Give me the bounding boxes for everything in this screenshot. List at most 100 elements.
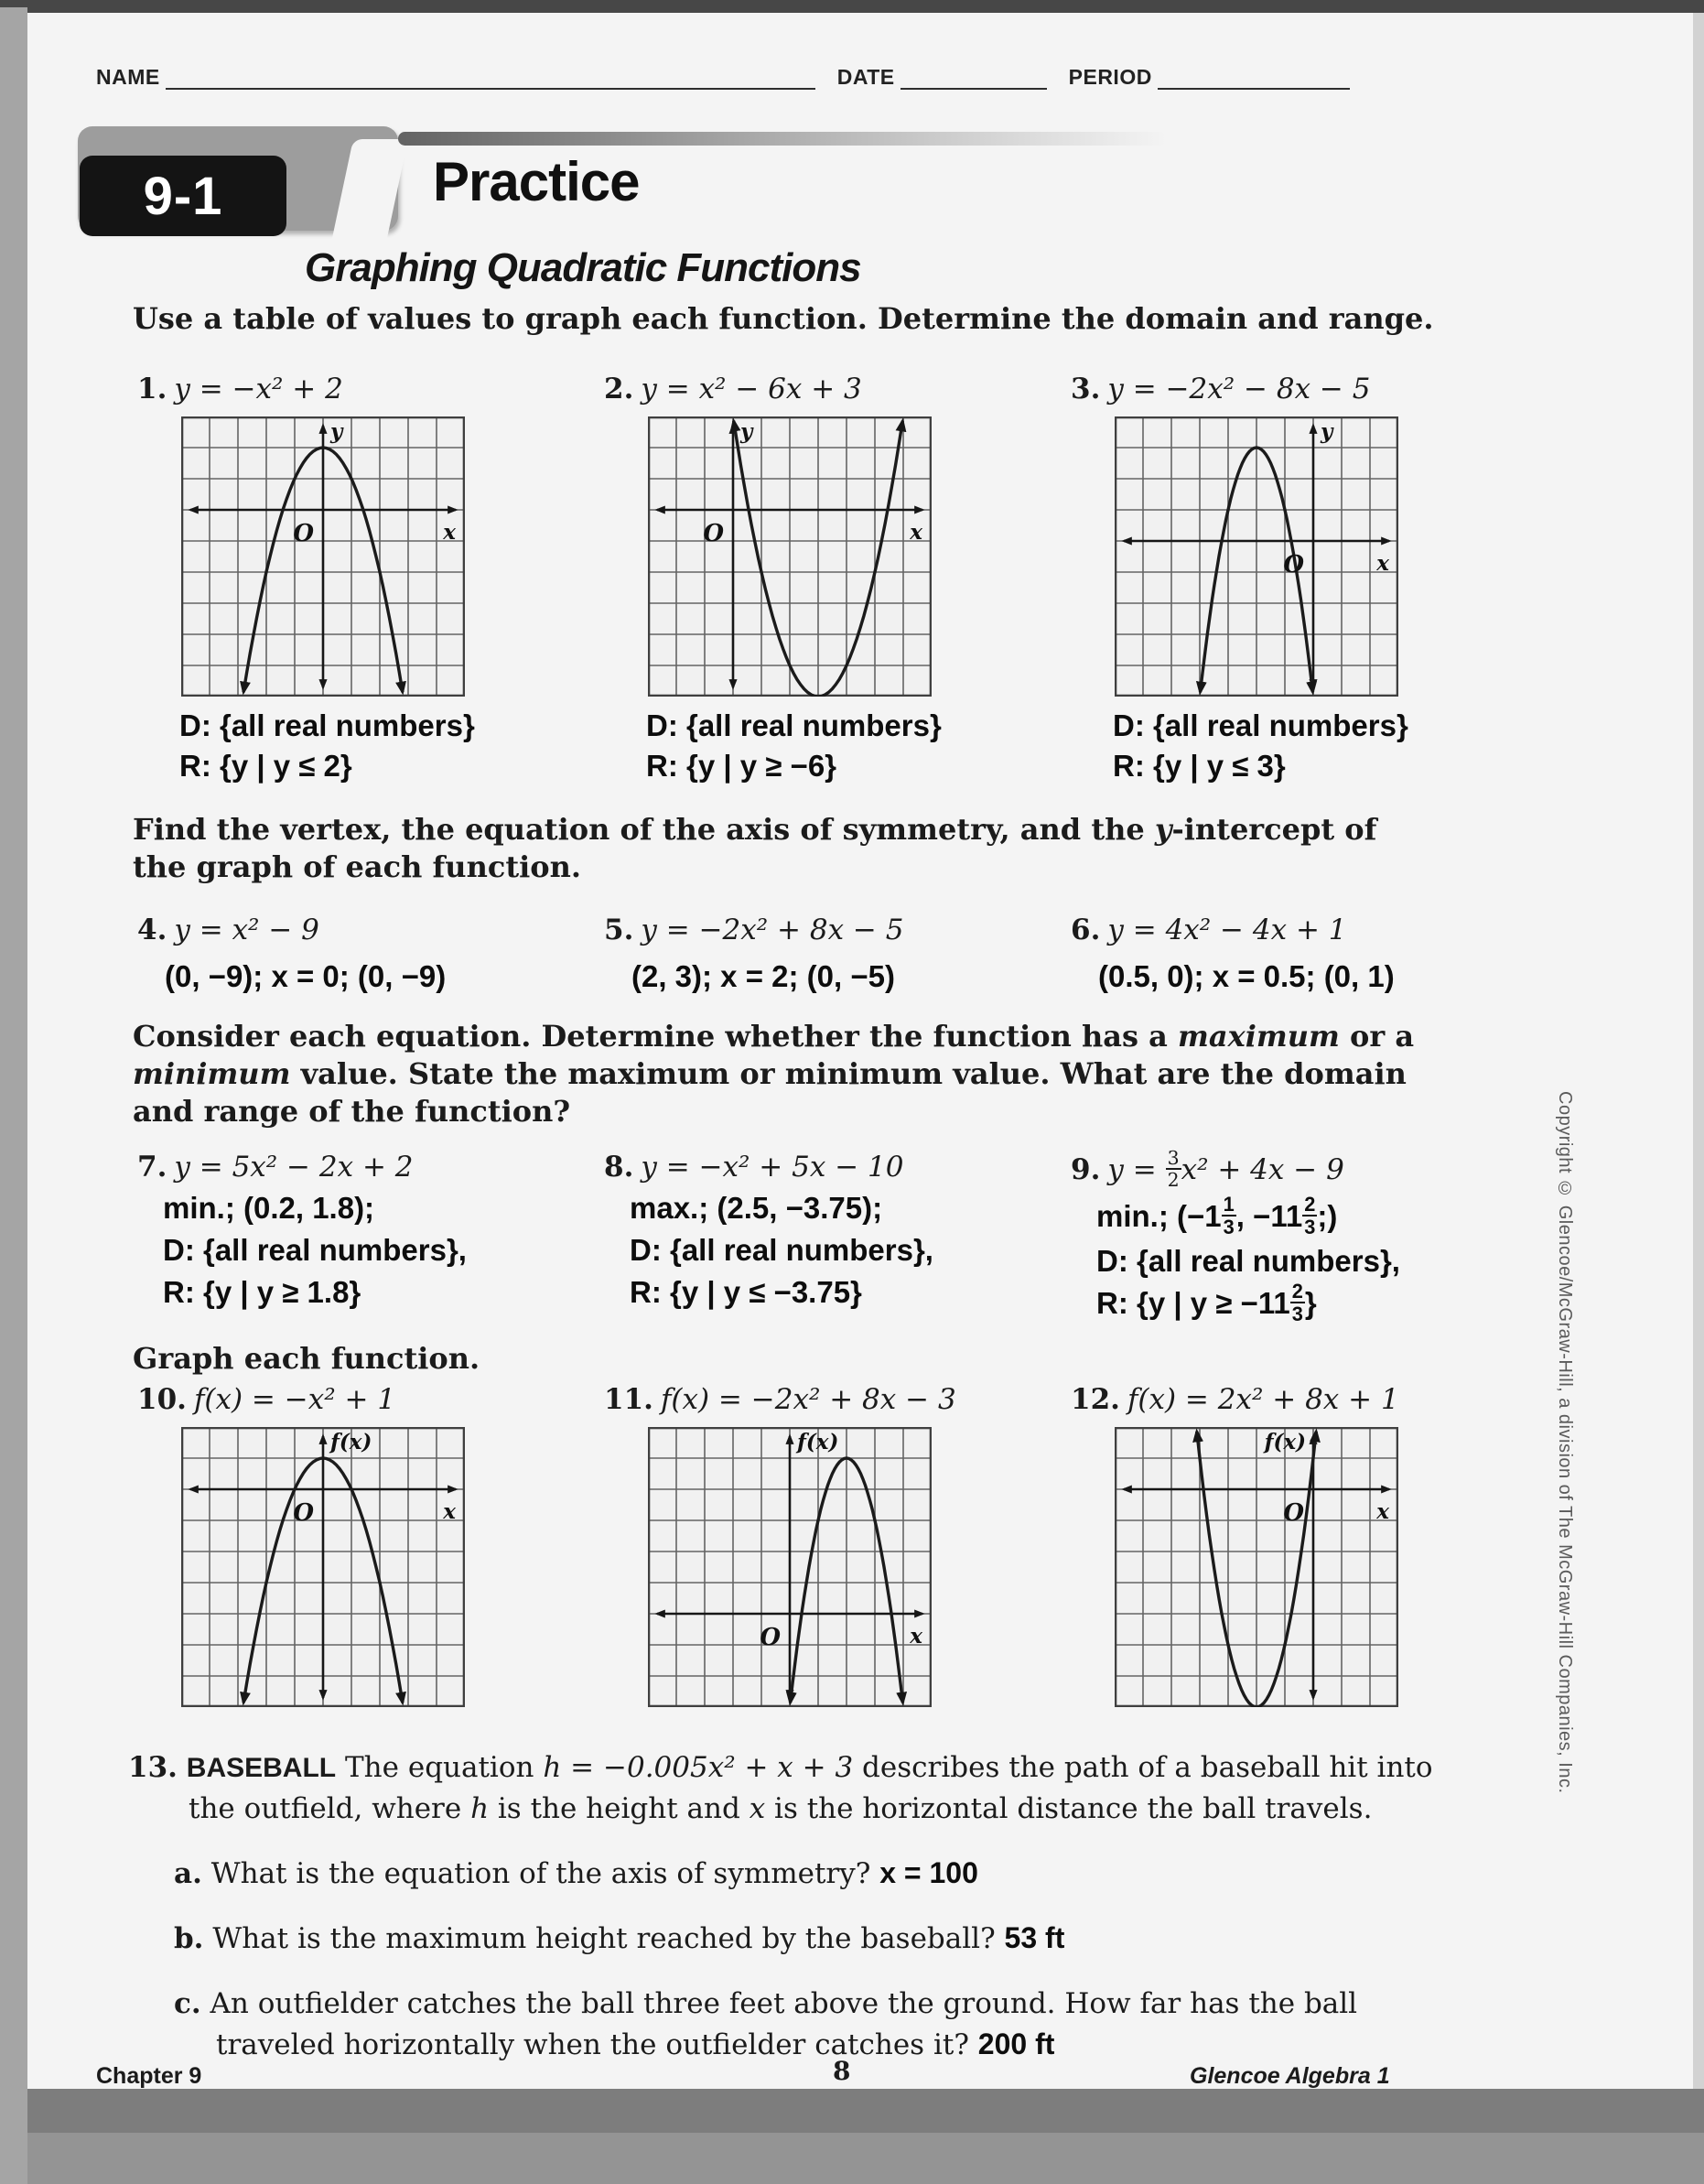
domain-answer: D: {all real numbers} — [179, 708, 475, 742]
variable-h: h — [470, 1791, 490, 1825]
graph-problem-10-wrap: f(x) x O — [181, 1427, 604, 1708]
graph-problem-1: y x O — [181, 416, 465, 697]
problem-number: 7. — [137, 1150, 167, 1184]
instruction-text: Consider each equation. Determine whethe… — [133, 1018, 1179, 1054]
scan-left-edge — [0, 7, 27, 2184]
problem-number: 11. — [604, 1383, 653, 1417]
equation-text: y = −x² + 2 — [174, 372, 343, 405]
lesson-subtitle: Graphing Quadratic Functions — [305, 245, 862, 290]
svg-text:f(x): f(x) — [329, 1430, 372, 1454]
equation-text: y = −x² + 5x − 10 — [641, 1150, 904, 1184]
period-label: PERIOD — [1068, 65, 1152, 89]
equation-text: y = — [1107, 1152, 1166, 1186]
instruction-italic-y: y — [1154, 812, 1172, 848]
svg-text:f(x): f(x) — [1263, 1430, 1306, 1454]
scan-top-edge — [0, 0, 1704, 13]
answer-13a: x = 100 — [879, 1855, 978, 1889]
problem-4-answer: (0, −9); x = 0; (0, −9) — [165, 958, 447, 993]
problem-2-answer: D: {all real numbers} R: {y | y ≥ −6} — [646, 706, 1071, 785]
svg-text:O: O — [1283, 551, 1304, 578]
range-answer: R: {y | y ≥ 1.8} — [163, 1275, 361, 1310]
date-blank-line — [900, 64, 1047, 90]
problem-number: 10. — [137, 1383, 187, 1417]
svg-text:x: x — [442, 1499, 456, 1524]
lesson-badge-row: 9-1 Practice — [78, 110, 1533, 251]
copyright-sidebar: Copyright © Glencoe/McGraw-Hill, a divis… — [1555, 1091, 1575, 1794]
range-answer: R: {y | y ≥ −6} — [646, 748, 837, 783]
problem-13-text: The equation — [345, 1751, 544, 1785]
problem-5-equation: 5. y = −2x² + 8x − 5 — [604, 914, 1071, 946]
section1-answers-row: D: {all real numbers} R: {y | y ≤ 2} D: … — [137, 706, 1533, 785]
part-letter: b. — [174, 1922, 204, 1956]
part-letter: c. — [174, 1986, 201, 2020]
svg-text:O: O — [760, 1624, 781, 1651]
graph-problem-11: f(x) x O — [648, 1427, 932, 1708]
equation-text: x² + 4x − 9 — [1181, 1152, 1344, 1186]
problem-10-equation: 10. f(x) = −x² + 1 — [137, 1383, 604, 1416]
equation-text: f(x) = −2x² + 8x − 3 — [660, 1383, 956, 1417]
answer-13b: 53 ft — [1004, 1921, 1065, 1955]
range-answer: R: {y | y ≤ 3} — [1113, 748, 1286, 783]
section1-graphs-row: y x O y x O y x O — [137, 416, 1533, 697]
section2-instruction: Find the vertex, the equation of the axi… — [133, 811, 1414, 886]
svg-text:x: x — [909, 520, 922, 545]
equation-text: y = 5x² − 2x + 2 — [174, 1150, 414, 1184]
instruction-italic-maximum: maximum — [1178, 1018, 1340, 1054]
equation-text: f(x) = 2x² + 8x + 1 — [1127, 1383, 1399, 1417]
problem-9-equation: 9. y = 3 2 x² + 4x − 9 — [1071, 1146, 1574, 1192]
svg-text:O: O — [293, 520, 314, 547]
domain-answer: D: {all real numbers}, — [163, 1233, 467, 1267]
problem-12-equation: 12. f(x) = 2x² + 8x + 1 — [1071, 1383, 1537, 1416]
equation-text: y = 4x² − 4x + 1 — [1107, 913, 1347, 946]
problem-9-answer: min.; (−1 1 3, −11 2 3;) D: {all real number… — [1096, 1193, 1574, 1327]
equation-text: y = x² − 6x + 3 — [641, 372, 862, 405]
svg-text:O: O — [703, 520, 724, 547]
svg-text:x: x — [1375, 1499, 1389, 1524]
graph-problem-12: f(x) x O — [1115, 1427, 1398, 1708]
graph-problem-11-wrap: f(x) x O — [648, 1427, 1071, 1708]
problem-number: 13. — [128, 1751, 178, 1785]
graph-problem-12-wrap: f(x) x O — [1115, 1427, 1537, 1708]
scan-bottom-edge — [27, 2133, 1704, 2184]
equation-text: y = −2x² + 8x − 5 — [641, 913, 904, 946]
problem-number: 12. — [1071, 1383, 1120, 1417]
min-max-answer: min.; (−1 1 3, −11 2 3;) — [1096, 1193, 1338, 1239]
problem-13-equation: h = −0.005x² + x + 3 — [543, 1751, 854, 1785]
problem-3-equation: 3. y = −2x² − 8x − 5 — [1071, 373, 1537, 405]
instruction-italic-minimum: minimum — [133, 1055, 291, 1091]
section3-problems-row: 7. y = 5x² − 2x + 2 min.; (0.2, 1.8); D: … — [133, 1148, 1533, 1377]
problem-13-topic-tag: BASEBALL — [186, 1753, 337, 1784]
lesson-badge-tab: 9-1 — [78, 126, 408, 251]
header-blanks-row: NAME DATE PERIOD — [96, 64, 1533, 90]
svg-text:O: O — [293, 1499, 314, 1527]
instruction-text: Find the vertex, the equation of the axi… — [133, 812, 1155, 848]
problem-8: 8. y = −x² + 5x − 10 max.; (2.5, −3.75); … — [604, 1151, 1071, 1377]
svg-text:x: x — [909, 1624, 922, 1649]
svg-text:x: x — [1375, 551, 1389, 576]
question-text: An outfielder catches the ball three fee… — [210, 1986, 1358, 2061]
lesson-number-badge: 9-1 — [80, 156, 286, 236]
min-max-answer: min.; (0.2, 1.8); — [163, 1190, 375, 1225]
problem-3-answer: D: {all real numbers} R: {y | y ≤ 3} — [1113, 706, 1537, 785]
equation-text: y = x² − 9 — [174, 913, 319, 946]
footer-chapter: Chapter 9 — [96, 2063, 202, 2089]
problem-number: 1. — [137, 372, 167, 405]
graph-problem-1-wrap: y x O — [181, 416, 604, 697]
domain-answer: D: {all real numbers}, — [630, 1233, 933, 1267]
problem-13-text: describes the path of a baseball hit int… — [189, 1751, 1433, 1825]
section2-answers-row: (0, −9); x = 0; (0, −9) (2, 3); x = 2; (… — [137, 952, 1533, 994]
scan-right-edge — [1693, 13, 1704, 2184]
instruction-text: value. State the maximum or minimum valu… — [133, 1055, 1407, 1129]
range-answer: R: {y | y ≤ 2} — [179, 748, 352, 783]
problem-13: 13. BASEBALL The equation h = −0.005x² +… — [128, 1747, 1488, 1829]
page-content: NAME DATE PERIOD 9-1 Practice Graphing Q… — [78, 13, 1533, 2065]
instruction-text: or a — [1339, 1018, 1415, 1054]
question-text: What is the equation of the axis of symm… — [210, 1856, 880, 1890]
problem-2-equation: 2. y = x² − 6x + 3 — [604, 373, 1071, 405]
problem-11-equation: 11. f(x) = −2x² + 8x − 3 — [604, 1383, 1071, 1416]
problem-9: 9. y = 3 2 x² + 4x − 9 min.; (−1 1 3, −11 2 3;)… — [1071, 1146, 1574, 1377]
variable-x: x — [749, 1791, 766, 1825]
